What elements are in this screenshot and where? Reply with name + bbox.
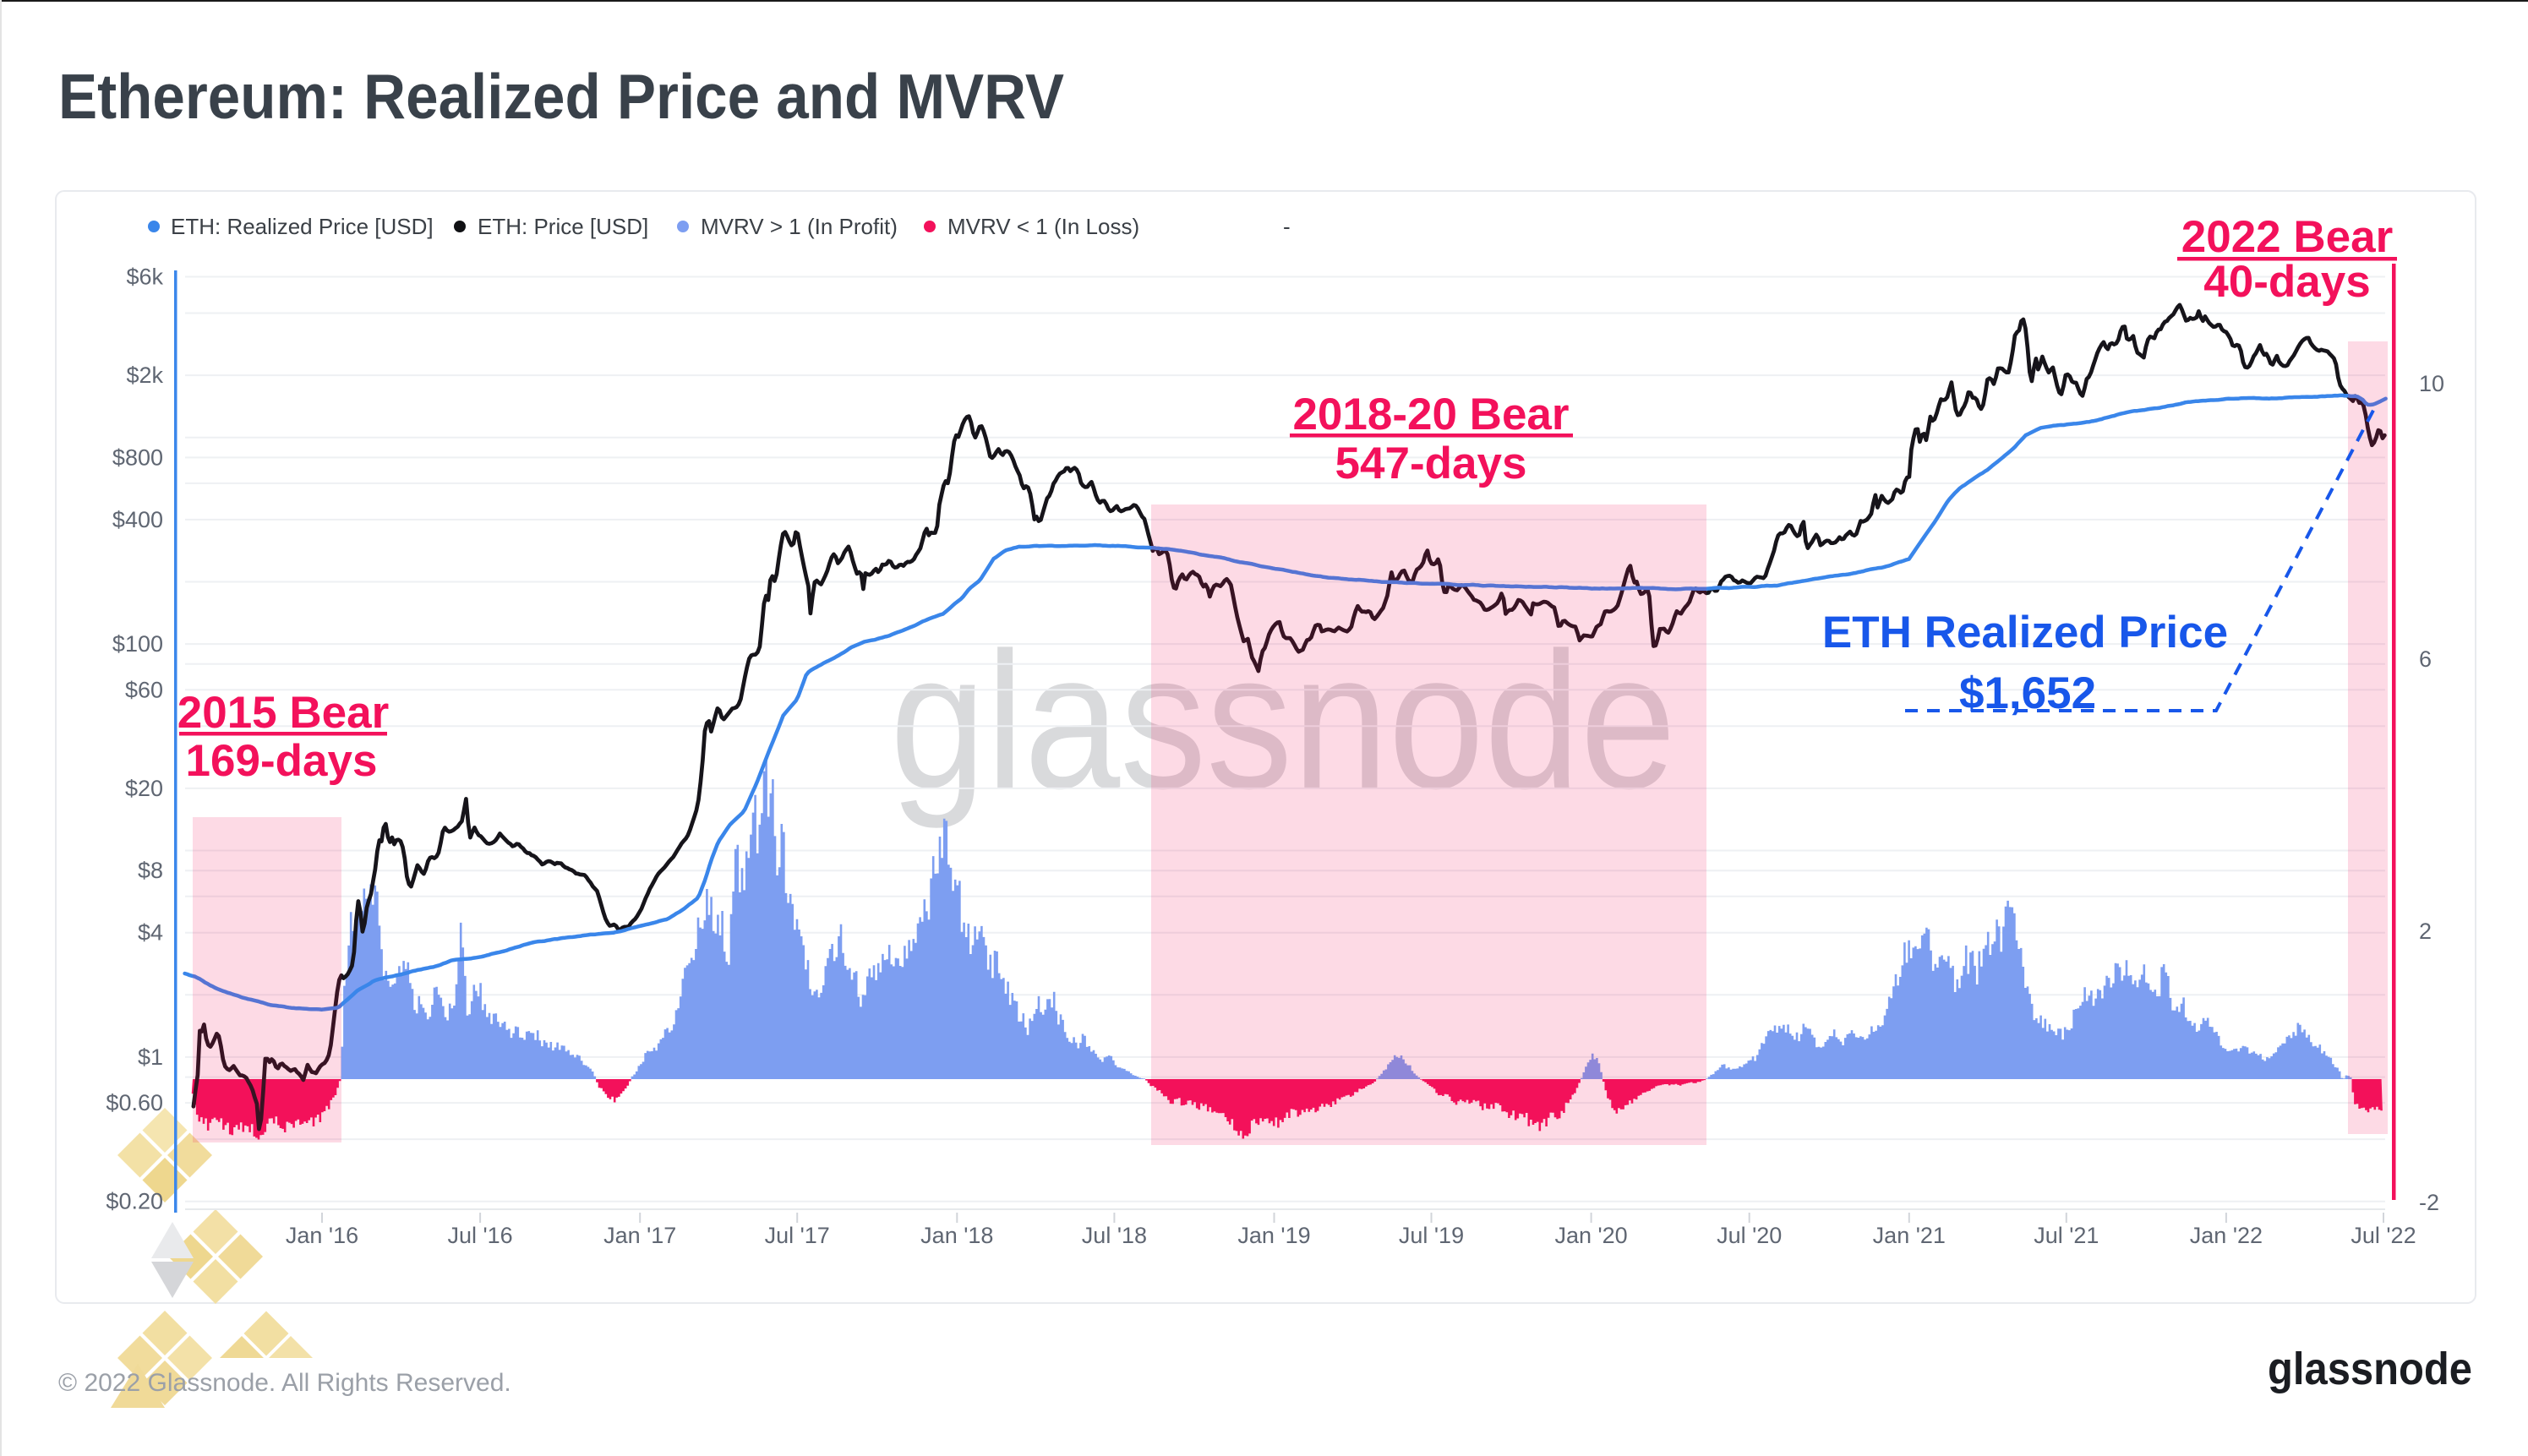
svg-text:Ethereum: Realized Price and M: Ethereum: Realized Price and MVRV [58,61,1064,132]
svg-text:$8: $8 [138,858,163,883]
svg-text:$20: $20 [125,776,163,801]
svg-text:2: 2 [2419,919,2432,944]
svg-text:10: 10 [2419,371,2444,396]
svg-text:ETH: Realized Price [USD]: ETH: Realized Price [USD] [171,214,434,239]
svg-text:Jul '20: Jul '20 [1717,1223,1782,1248]
svg-text:$2k: $2k [126,363,163,388]
svg-text:Jan '21: Jan '21 [1873,1223,1946,1248]
svg-text:ETH Realized Price: ETH Realized Price [1822,608,2228,657]
svg-text:Jan '16: Jan '16 [286,1223,358,1248]
svg-text:Jul '16: Jul '16 [447,1223,512,1248]
svg-text:169-days: 169-days [186,736,378,786]
svg-text:$4: $4 [138,920,163,946]
svg-text:Jul '22: Jul '22 [2351,1223,2416,1248]
svg-text:547-days: 547-days [1335,439,1527,488]
svg-text:MVRV < 1 (In Loss): MVRV < 1 (In Loss) [947,214,1139,239]
svg-text:Jul '19: Jul '19 [1399,1223,1464,1248]
svg-text:Jul '21: Jul '21 [2034,1223,2099,1248]
svg-text:$60: $60 [125,677,163,702]
svg-text:Jan '19: Jan '19 [1237,1223,1310,1248]
svg-text:ETH: Price [USD]: ETH: Price [USD] [478,214,648,239]
svg-text:$800: $800 [112,444,163,470]
svg-text:$6k: $6k [126,264,163,290]
svg-text:$1: $1 [138,1044,163,1070]
svg-text:$0.20: $0.20 [106,1189,163,1214]
svg-text:2022 Bear: 2022 Bear [2181,212,2393,262]
svg-text:Jan '18: Jan '18 [920,1223,993,1248]
svg-text:-2: -2 [2419,1190,2439,1215]
svg-text:$100: $100 [112,631,163,657]
svg-text:Jul '17: Jul '17 [765,1223,830,1248]
svg-text:2015 Bear: 2015 Bear [177,688,389,738]
svg-text:Jan '22: Jan '22 [2190,1223,2263,1248]
svg-text:$400: $400 [112,507,163,532]
svg-text:MVRV > 1 (In Profit): MVRV > 1 (In Profit) [701,214,898,239]
svg-text:Jan '17: Jan '17 [603,1223,676,1248]
svg-text:40-days: 40-days [2203,257,2370,307]
svg-text:$0.60: $0.60 [106,1090,163,1115]
svg-text:glassnode: glassnode [2268,1344,2472,1394]
svg-text:© 2022 Glassnode. All Rights R: © 2022 Glassnode. All Rights Reserved. [58,1369,511,1397]
svg-text:glassnode: glassnode [890,612,1676,829]
svg-text:Jan '20: Jan '20 [1554,1223,1627,1248]
svg-text:6: 6 [2419,646,2432,672]
svg-text:$1,652: $1,652 [1959,668,2096,718]
svg-text:2018-20 Bear: 2018-20 Bear [1292,390,1569,439]
svg-text:-: - [1283,214,1291,239]
svg-text:Jul '18: Jul '18 [1082,1223,1147,1248]
